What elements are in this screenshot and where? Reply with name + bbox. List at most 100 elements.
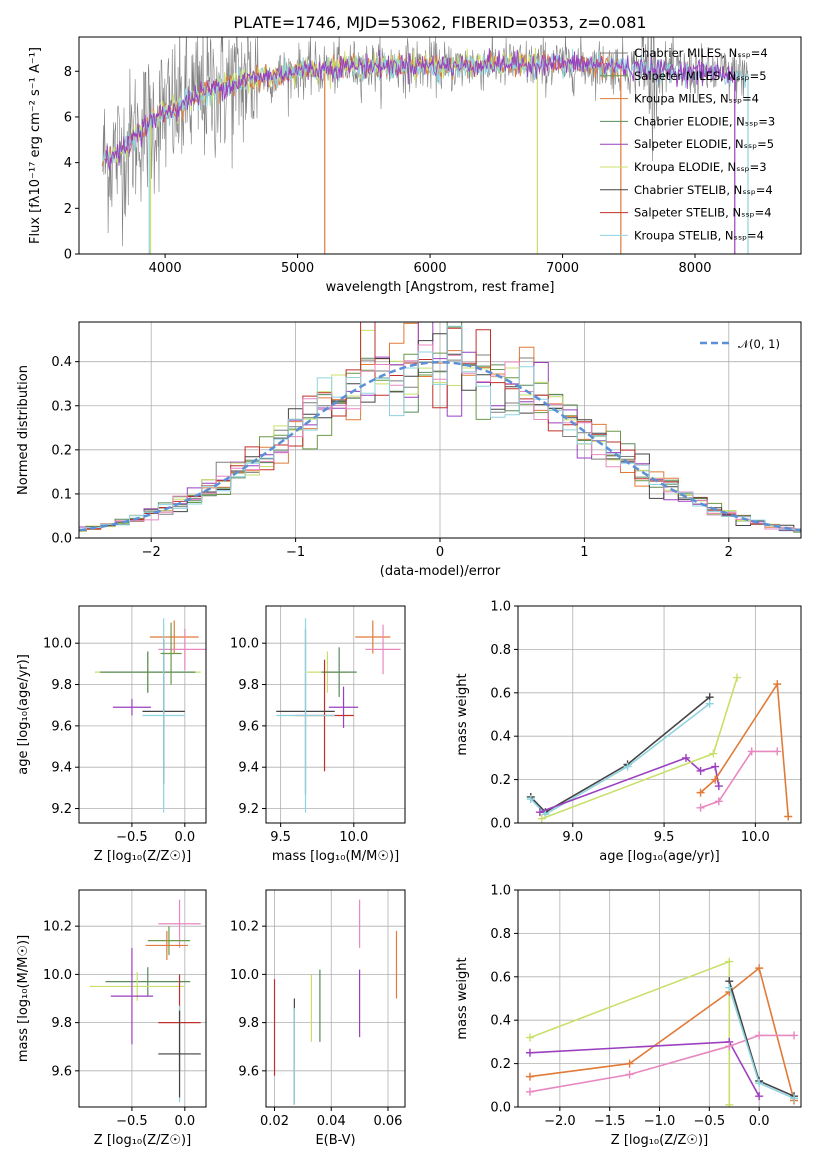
x-tick-label: 9.5 [654, 830, 675, 845]
y-tick-label: 6 [64, 110, 72, 125]
weight-marker [784, 812, 793, 821]
y-tick-label: 0.6 [490, 686, 511, 701]
weight-marker [623, 762, 632, 771]
y-tick-label: 9.8 [51, 678, 72, 693]
y-axis-label: mass [log₁₀(M/M☉)] [16, 935, 31, 1062]
x-tick-label: 0.06 [374, 1114, 403, 1129]
weight-marker [773, 747, 782, 756]
residual-histogram [79, 333, 801, 531]
weight-marker [526, 795, 535, 804]
plot-area [525, 957, 799, 1107]
panel-age-vs-Z: −0.5 0.0 9.2 9.4 9.6 9.8 10.0 Z [log₁₀(Z/Z☉)] ag… [16, 605, 207, 864]
weight-marker [725, 1100, 734, 1107]
x-tick-label: 6000 [414, 261, 447, 276]
y-tick-label: 2 [64, 202, 72, 217]
y-tick-label: 0.3 [51, 399, 72, 414]
legend-entry: Kroupa ELODIE, Nₛₛₚ=3 [634, 160, 767, 174]
y-tick-label: 0.0 [51, 532, 72, 547]
y-tick-label: 9.2 [51, 802, 72, 817]
legend-entry: Salpeter ELODIE, Nₛₛₚ=5 [634, 137, 774, 151]
x-tick-label: −0.5 [116, 830, 148, 845]
weight-marker [625, 1070, 634, 1079]
x-tick-label: 8000 [678, 261, 711, 276]
y-tick-label: 9.6 [51, 719, 72, 734]
plot-area [273, 899, 398, 1105]
weight-marker [711, 775, 720, 784]
y-tick-label: 0.4 [51, 355, 72, 370]
panel-residuals: −2 −1 0 1 2 0.0 0.1 0.2 0.3 0.4 (data-model)/error… [16, 321, 802, 579]
legend-entry: Salpeter STELIB, Nₛₛₚ=4 [634, 206, 772, 220]
x-axis-label: wavelength [Angstrom, rest frame] [326, 280, 555, 295]
plot-area [79, 322, 801, 533]
plot-area [276, 618, 401, 813]
y-tick-label: 10.2 [230, 920, 259, 935]
y-tick-label: 0.8 [490, 927, 511, 942]
weight-marker [714, 797, 723, 806]
axes-frame [78, 889, 207, 1108]
weight-marker [755, 1092, 764, 1101]
y-tick-label: 8 [64, 65, 72, 80]
x-tick-label: 9.5 [270, 830, 291, 845]
plot-area [526, 673, 793, 823]
weight-marker [755, 1079, 764, 1088]
weight-marker [725, 983, 734, 992]
weight-series-line [700, 750, 778, 809]
axes-frame [265, 889, 406, 1108]
x-axis-label: Z [log₁₀(Z/Z☉)] [611, 1133, 708, 1148]
residual-histogram [79, 354, 801, 532]
y-tick-label: 0 [64, 248, 72, 263]
weight-marker [525, 1087, 534, 1096]
y-tick-label: 9.4 [238, 761, 259, 776]
weight-marker [525, 1033, 534, 1042]
y-tick-label: 9.8 [238, 678, 259, 693]
weight-marker [711, 762, 720, 771]
x-tick-label: 5000 [281, 261, 314, 276]
y-axis-label: Flux [fλ10⁻¹⁷ erg cm⁻² s⁻¹ A⁻¹] [28, 47, 43, 244]
y-tick-label: 0.4 [490, 730, 511, 745]
panel-age-vs-mass: 9.5 10.0 9.2 9.4 9.6 9.8 10.0 mass [log₁₀(M/M☉)… [230, 605, 406, 864]
x-axis-label: E(B-V) [315, 1133, 355, 1148]
legend-entry: Kroupa STELIB, Nₛₛₚ=4 [634, 228, 764, 242]
x-tick-label: 9.0 [562, 830, 583, 845]
residual-histogram [79, 325, 801, 531]
weight-series-line [530, 696, 711, 814]
axes-frame [78, 36, 802, 255]
y-axis-label: mass weight [455, 957, 470, 1039]
legend-entry: Chabrier ELODIE, Nₛₛₚ=3 [634, 114, 775, 128]
legend-entry: Kroupa MILES, Nₛₛₚ=4 [634, 92, 759, 106]
y-tick-label: 0.1 [51, 487, 72, 502]
x-tick-label: 1 [580, 545, 588, 560]
panel-weight-vs-age: 9.0 9.5 10.0 0.0 0.2 0.4 0.6 0.8 1.0 age [log₁₀(a… [455, 600, 802, 864]
y-axis-label: age [log₁₀(age/yr)] [16, 654, 31, 775]
panel-weight-vs-Z: −2.0 −1.5 −1.0 −0.5 0.0 0.0 0.2 0.4 0.6 0.8 1.0 Z [… [455, 884, 802, 1148]
x-tick-label: 0.02 [260, 1114, 289, 1129]
x-axis-label: (data-model)/error [380, 564, 501, 579]
x-axis-label: mass [log₁₀(M/M☉)] [272, 849, 399, 864]
weight-marker [790, 1094, 799, 1103]
y-tick-label: 1.0 [490, 600, 511, 615]
x-tick-label: 2 [725, 545, 733, 560]
y-tick-label: 4 [64, 156, 72, 171]
y-axis-label: mass weight [455, 673, 470, 755]
panel-mass-vs-Z: −0.5 0.0 9.6 9.8 10.0 10.2 Z [log₁₀(Z/Z☉)] mass… [16, 889, 207, 1148]
y-tick-label: 0.0 [490, 1101, 511, 1116]
y-tick-label: 9.4 [51, 761, 72, 776]
y-tick-label: 9.2 [238, 802, 259, 817]
x-tick-label: 0.0 [174, 830, 195, 845]
x-axis-label: Z [log₁₀(Z/Z☉)] [94, 849, 191, 864]
axes-frame [78, 321, 802, 539]
normal-curve [79, 360, 801, 532]
axes-frame [78, 605, 207, 824]
x-tick-label: 4000 [149, 261, 182, 276]
residual-histogram [79, 344, 801, 531]
y-tick-label: 9.6 [51, 1064, 72, 1079]
chart-title: PLATE=1746, MJD=53062, FIBERID=0353, z=0… [233, 13, 646, 32]
y-tick-label: 10.0 [43, 637, 72, 652]
plot-area [94, 618, 206, 813]
weight-marker [535, 808, 544, 817]
weight-marker [773, 680, 782, 689]
x-tick-label: 0.04 [317, 1114, 346, 1129]
y-tick-label: 9.8 [238, 1016, 259, 1031]
axes-frame [265, 605, 406, 824]
